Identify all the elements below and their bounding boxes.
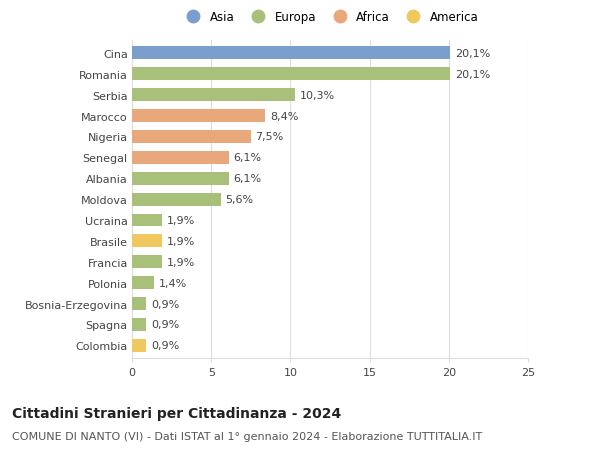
Bar <box>132 297 146 310</box>
Bar <box>132 193 221 206</box>
Bar <box>132 47 451 60</box>
Text: 6,1%: 6,1% <box>233 174 262 184</box>
Text: 6,1%: 6,1% <box>233 153 262 163</box>
Legend: Asia, Europa, Africa, America: Asia, Europa, Africa, America <box>176 6 484 28</box>
Text: 0,9%: 0,9% <box>151 341 179 351</box>
Text: Cittadini Stranieri per Cittadinanza - 2024: Cittadini Stranieri per Cittadinanza - 2… <box>12 406 341 420</box>
Bar <box>132 214 162 227</box>
Text: 1,9%: 1,9% <box>167 257 195 267</box>
Text: 10,3%: 10,3% <box>300 90 335 101</box>
Text: 7,5%: 7,5% <box>256 132 284 142</box>
Bar <box>132 256 162 269</box>
Text: COMUNE DI NANTO (VI) - Dati ISTAT al 1° gennaio 2024 - Elaborazione TUTTITALIA.I: COMUNE DI NANTO (VI) - Dati ISTAT al 1° … <box>12 431 482 442</box>
Text: 1,4%: 1,4% <box>159 278 187 288</box>
Text: 20,1%: 20,1% <box>455 49 490 59</box>
Bar <box>132 277 154 290</box>
Text: 1,9%: 1,9% <box>167 236 195 246</box>
Text: 0,9%: 0,9% <box>151 319 179 330</box>
Bar <box>132 173 229 185</box>
Bar <box>132 235 162 248</box>
Bar <box>132 110 265 123</box>
Bar <box>132 339 146 352</box>
Bar <box>132 318 146 331</box>
Text: 1,9%: 1,9% <box>167 216 195 225</box>
Text: 0,9%: 0,9% <box>151 299 179 309</box>
Bar <box>132 151 229 164</box>
Text: 20,1%: 20,1% <box>455 70 490 80</box>
Bar <box>132 89 295 102</box>
Text: 5,6%: 5,6% <box>226 195 254 205</box>
Bar <box>132 68 451 81</box>
Text: 8,4%: 8,4% <box>270 112 298 121</box>
Bar <box>132 131 251 144</box>
